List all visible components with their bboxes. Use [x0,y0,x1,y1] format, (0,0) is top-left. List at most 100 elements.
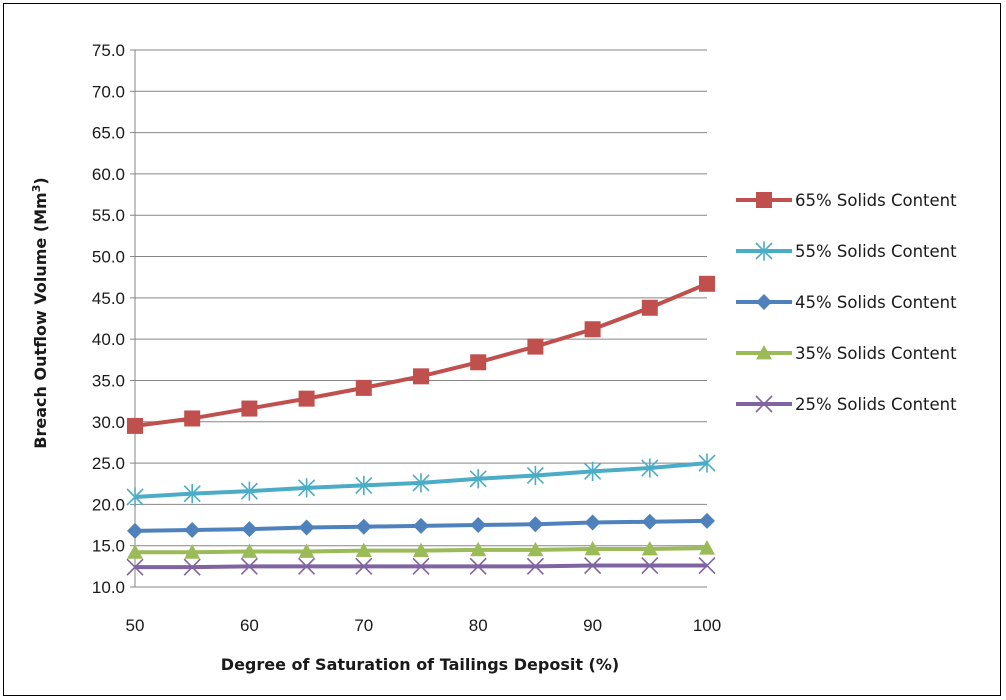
data-point [470,354,487,371]
data-point [584,540,601,556]
data-point [241,543,258,558]
data-point [355,542,372,558]
data-point [470,517,487,534]
y-tick-label: 40.0 [92,330,125,349]
data-point [184,521,201,538]
legend-item: 55% Solids Content [736,241,957,261]
series-55-solids-content [126,453,716,507]
data-point [584,514,601,531]
y-tick-label: 70.0 [92,82,125,101]
y-tick-label: 45.0 [92,289,125,308]
y-tick-label: 30.0 [92,413,125,432]
legend-item: 65% Solids Content [736,191,957,210]
x-tick-label: 70 [354,616,373,635]
x-axis-title: Degree of Saturation of Tailings Deposit… [221,655,619,674]
data-point [469,557,487,575]
data-point [699,512,715,529]
series-25-solids-content [126,556,716,576]
x-tick-label: 80 [469,616,488,635]
data-point [184,544,201,559]
data-point [527,516,544,533]
legend-label: 65% Solids Content [795,191,957,210]
y-axis-title-main: Breach Outflow Volume (Mm [31,192,50,448]
y-tick-labels: 10.0 15.0 20.0 25.0 30.0 35.0 40.0 45.0 50.0 55.0… [92,41,125,597]
y-axis-title-tail: ) [31,177,50,184]
legend-label: 45% Solids Content [795,293,957,312]
data-point [412,557,430,575]
legend-item: 35% Solids Content [736,344,957,363]
data-point [413,542,429,558]
data-point [127,544,143,559]
data-point [298,543,315,558]
legend-marker [755,241,773,261]
data-point [355,518,372,535]
data-point [184,410,201,427]
series-35-solids-content [127,540,715,559]
legend-label: 55% Solids Content [795,242,957,261]
y-tick-label: 50.0 [92,248,125,267]
data-point [241,521,258,538]
legend-item: 45% Solids Content [736,293,957,312]
legend-label: 35% Solids Content [795,344,957,363]
data-point [298,478,316,498]
data-point [183,484,201,504]
data-point [412,473,430,493]
x-tick-label: 100 [693,616,721,635]
data-point [469,469,487,489]
legend-marker [756,294,772,310]
data-point [526,557,544,575]
y-tick-label: 35.0 [92,371,125,390]
data-point [699,540,715,555]
data-point [641,458,659,478]
x-tick-labels: 50 60 70 80 90 100 [126,616,722,635]
data-point [641,299,658,316]
data-point [183,558,201,576]
series-65-solids-content [127,275,715,434]
y-tick-label: 65.0 [92,124,125,143]
data-point [298,519,315,536]
data-point [413,517,429,534]
data-point [584,321,601,338]
data-point [355,475,373,495]
data-point [699,275,715,292]
y-axis-title: Breach Outflow Volume (Mm3) [30,177,50,448]
data-point [240,557,258,575]
data-point [127,522,143,539]
y-tick-label: 20.0 [92,495,125,514]
legend: 65% Solids Content 55% Solids Content 45% … [736,191,957,414]
data-point [641,556,659,575]
data-point [527,338,544,355]
x-tick-label: 50 [126,616,145,635]
data-point [298,557,316,575]
data-point [355,557,373,575]
legend-marker [756,192,772,208]
legend-marker [756,345,772,360]
data-point [698,453,716,473]
series-group [126,275,716,576]
data-point [470,541,487,557]
data-point [298,390,315,407]
chart-frame [3,3,1001,696]
y-axis-title-superscript: 3 [30,185,43,193]
data-point [413,368,429,385]
x-tick-label: 90 [583,616,602,635]
data-point [641,540,658,556]
data-point [584,556,602,575]
data-point [641,513,658,530]
legend-marker [755,395,773,413]
x-tick-label: 60 [240,616,259,635]
y-tick-label: 10.0 [92,578,125,597]
legend-item: 25% Solids Content [736,395,957,414]
series-line [134,281,708,428]
y-tick-label: 55.0 [92,206,125,225]
data-point [126,487,144,507]
data-point [240,481,258,501]
data-point [127,417,143,434]
data-point [355,379,372,396]
data-point [526,465,544,486]
data-point [126,558,144,576]
legend-label: 25% Solids Content [795,395,957,414]
data-point [241,400,258,417]
data-point [527,541,544,557]
